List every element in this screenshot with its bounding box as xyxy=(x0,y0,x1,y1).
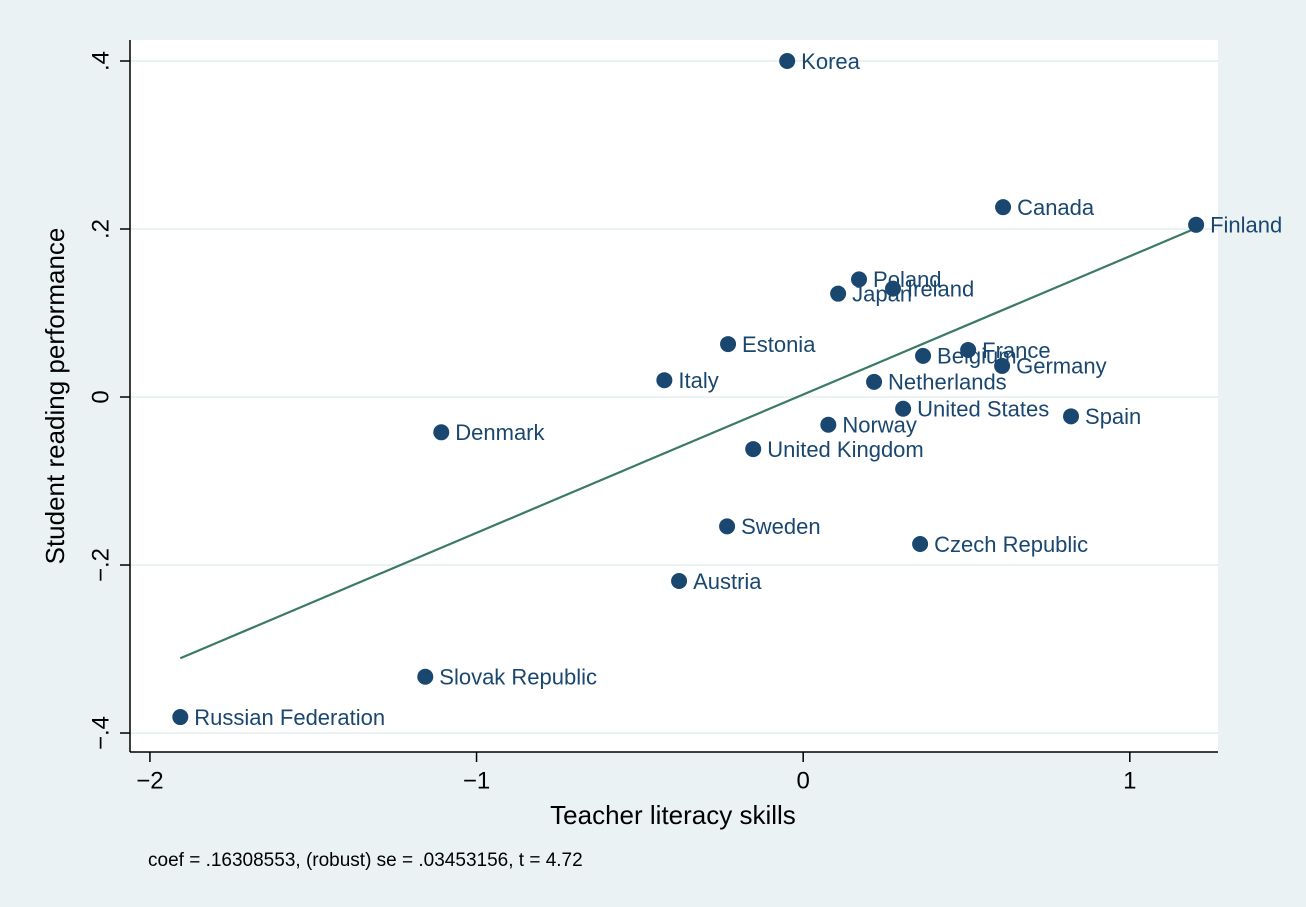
point xyxy=(1063,408,1080,425)
x-tick-label: 0 xyxy=(797,767,810,794)
point-label: Estonia xyxy=(742,332,816,357)
point xyxy=(719,518,736,535)
point xyxy=(656,372,673,389)
point-label: Russian Federation xyxy=(194,705,385,730)
point-label: Canada xyxy=(1017,195,1095,220)
point xyxy=(1188,216,1205,233)
point-label: Poland xyxy=(873,267,942,292)
point-label: Ireland xyxy=(907,276,974,301)
point xyxy=(433,424,450,441)
point xyxy=(851,271,868,288)
point xyxy=(417,668,434,685)
point xyxy=(960,341,977,358)
point-label: Sweden xyxy=(741,514,821,539)
y-tick-label: −.2 xyxy=(87,548,114,582)
point-label: Denmark xyxy=(455,420,545,445)
point-label: Korea xyxy=(801,49,860,74)
point xyxy=(995,199,1012,216)
point xyxy=(895,400,912,417)
point-label: France xyxy=(982,338,1050,363)
point-label: Norway xyxy=(842,413,917,438)
point xyxy=(830,285,847,302)
x-axis-title: Teacher literacy skills xyxy=(550,800,796,830)
point-label: United Kingdom xyxy=(767,437,924,462)
point-label: Japan xyxy=(852,281,912,306)
point-label: Italy xyxy=(678,368,718,393)
point-label: Spain xyxy=(1085,404,1141,429)
point xyxy=(866,373,883,390)
x-tick-label: −2 xyxy=(136,767,163,794)
y-axis-title: Student reading performance xyxy=(40,228,70,565)
point xyxy=(912,536,929,553)
point-label: United States xyxy=(917,397,1049,422)
point xyxy=(885,280,902,297)
y-tick-label: −.4 xyxy=(87,716,114,750)
point-label: Czech Republic xyxy=(934,532,1088,557)
y-tick-label: 0 xyxy=(87,390,114,403)
x-tick-label: −1 xyxy=(463,767,490,794)
point xyxy=(820,416,837,433)
point xyxy=(172,709,189,726)
point xyxy=(915,347,932,364)
note: coef = .16308553, (robust) se = .0345315… xyxy=(148,850,583,871)
point-label: Germany xyxy=(1016,354,1106,379)
point xyxy=(745,441,762,458)
y-tick-label: .4 xyxy=(87,51,114,71)
fit-line xyxy=(179,227,1197,660)
plot-area xyxy=(130,40,1218,752)
y-tick-label: .2 xyxy=(87,219,114,239)
point-label: Austria xyxy=(693,569,762,594)
point xyxy=(779,53,796,70)
point xyxy=(994,357,1011,374)
point-label: Netherlands xyxy=(888,370,1007,395)
point xyxy=(720,336,737,353)
point xyxy=(671,572,688,589)
point-label: Finland xyxy=(1210,213,1282,238)
x-tick-label: 1 xyxy=(1123,767,1136,794)
point-label: Slovak Republic xyxy=(439,665,597,690)
